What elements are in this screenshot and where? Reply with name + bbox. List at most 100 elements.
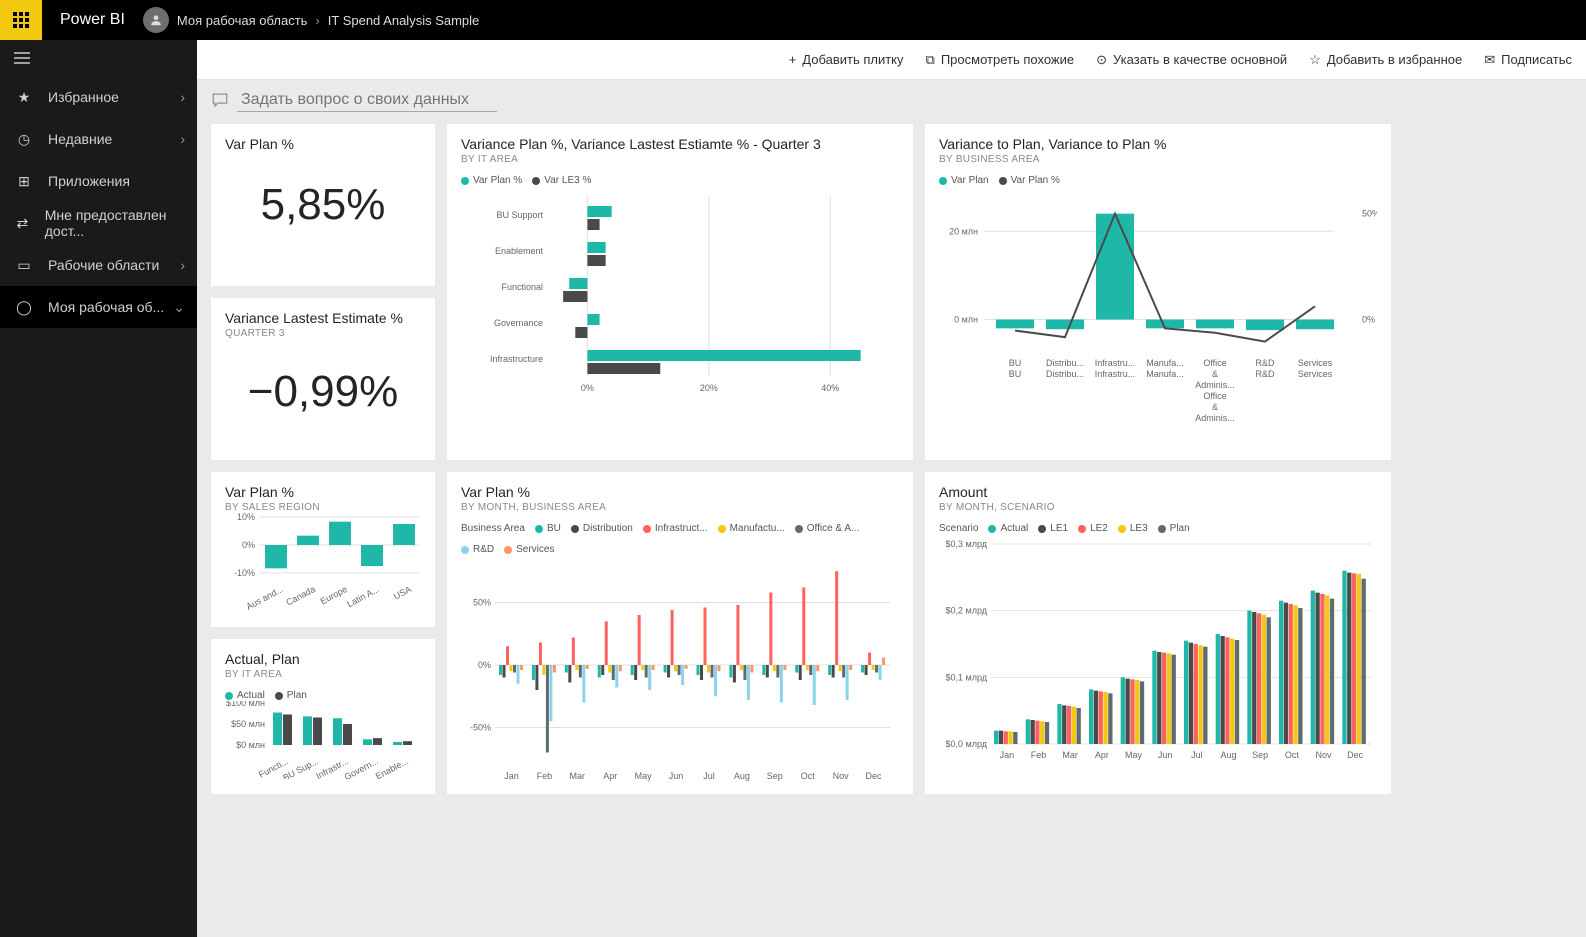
svg-text:20%: 20% [700, 383, 718, 393]
tile-left-stack: Var Plan % BY SALES REGION -10%0%10%Aus … [211, 472, 435, 794]
tile-actual-plan[interactable]: Actual, Plan BY IT AREA ActualPlan $0 мл… [211, 639, 435, 794]
nav-icon: ▭ [14, 257, 34, 274]
svg-text:USA: USA [392, 584, 413, 602]
svg-text:Jan: Jan [1000, 750, 1015, 760]
kpi-value: −0,99% [225, 367, 421, 417]
sidebar-item-5[interactable]: ◯Моя рабочая об...⌄ [0, 286, 197, 328]
svg-text:May: May [1125, 750, 1143, 760]
toolbar-Просмотреть похожие[interactable]: ⧉Просмотреть похожие [926, 52, 1075, 68]
hamburger-icon[interactable] [0, 40, 197, 76]
nav-icon: ◷ [14, 131, 34, 148]
tile-variance-hbar[interactable]: Variance Plan %, Variance Lastest Estiam… [447, 124, 913, 460]
svg-text:Europe: Europe [319, 584, 349, 606]
svg-text:$0,2 млрд: $0,2 млрд [945, 606, 987, 616]
tile-subtitle: QUARTER 3 [225, 328, 421, 339]
tile-amount[interactable]: Amount BY MONTH, SCENARIO ScenarioActual… [925, 472, 1391, 794]
tile-title: Var Plan % [225, 484, 421, 500]
tile-subtitle: BY BUSINESS AREA [939, 154, 1377, 165]
svg-text:Jul: Jul [1191, 750, 1203, 760]
app-launcher[interactable] [0, 0, 42, 40]
svg-text:Nov: Nov [1315, 750, 1332, 760]
svg-text:Office: Office [1203, 391, 1226, 401]
tile-month-biz[interactable]: Var Plan % BY MONTH, BUSINESS AREA Busin… [447, 472, 913, 794]
svg-text:Infrastructure: Infrastructure [490, 354, 543, 364]
tile-title: Variance to Plan, Variance to Plan % [939, 136, 1377, 152]
toolbar-Добавить плитку[interactable]: +Добавить плитку [789, 52, 904, 67]
toolbar-Добавить в избранное[interactable]: ☆Добавить в избранное [1309, 52, 1462, 68]
svg-text:Office: Office [1203, 358, 1226, 368]
qna-bar [197, 80, 1586, 120]
toolbar-icon: ☆ [1309, 52, 1321, 68]
svg-text:Sep: Sep [767, 771, 783, 781]
top-bar: Power BI Моя рабочая область › IT Spend … [0, 0, 1586, 40]
chevron-right-icon: › [315, 13, 319, 28]
qna-input[interactable] [237, 89, 497, 112]
svg-text:0%: 0% [1362, 315, 1375, 325]
toolbar-icon: ⊙ [1096, 52, 1107, 68]
svg-text:Feb: Feb [537, 771, 553, 781]
chart-legend: ScenarioActualLE1LE2LE3Plan [939, 523, 1377, 534]
chevron-icon: › [180, 89, 185, 105]
svg-text:Jun: Jun [669, 771, 684, 781]
nav-label: Моя рабочая об... [48, 299, 164, 315]
tile-subtitle: BY IT AREA [461, 154, 899, 165]
chart-legend: ActualPlan [225, 690, 421, 701]
brand-label: Power BI [42, 11, 143, 29]
svg-text:Manufa...: Manufa... [1146, 369, 1184, 379]
tile-variance-combo[interactable]: Variance to Plan, Variance to Plan % BY … [925, 124, 1391, 460]
svg-text:$0 млн: $0 млн [236, 740, 265, 750]
main-area: +Добавить плитку ⧉Просмотреть похожие ⊙Ука… [197, 40, 1586, 937]
sidebar-item-3[interactable]: ⇄Мне предоставлен дост... [0, 202, 197, 244]
svg-text:Mar: Mar [1062, 750, 1078, 760]
dashboard-canvas: Var Plan % 5,85% Variance Lastest Estima… [197, 120, 1586, 798]
actual-plan-chart: $0 млн$50 млн$100 млнFuncti...BU Sup...I… [225, 701, 425, 779]
nav-icon: ★ [14, 89, 34, 106]
svg-text:&: & [1212, 369, 1218, 379]
tile-region[interactable]: Var Plan % BY SALES REGION -10%0%10%Aus … [211, 472, 435, 627]
svg-text:10%: 10% [237, 513, 255, 522]
svg-text:Jul: Jul [703, 771, 715, 781]
svg-text:BU Support: BU Support [496, 210, 543, 220]
svg-text:Latin A...: Latin A... [345, 584, 381, 609]
tile-subtitle: BY MONTH, BUSINESS AREA [461, 502, 899, 513]
region-chart: -10%0%10%Aus and...CanadaEuropeLatin A..… [225, 513, 425, 613]
svg-text:$100 млн: $100 млн [226, 701, 265, 708]
sidebar-item-1[interactable]: ◷Недавние› [0, 118, 197, 160]
breadcrumb: Моя рабочая область › IT Spend Analysis … [143, 7, 479, 33]
toolbar-icon: ✉ [1484, 52, 1495, 68]
nav-label: Мне предоставлен дост... [45, 207, 183, 239]
svg-text:Nov: Nov [833, 771, 850, 781]
breadcrumb-report[interactable]: IT Spend Analysis Sample [328, 13, 480, 28]
svg-text:Functional: Functional [501, 282, 543, 292]
svg-text:20 млн: 20 млн [949, 226, 978, 236]
tile-var-le-kpi[interactable]: Variance Lastest Estimate % QUARTER 3 −0… [211, 298, 435, 460]
sidebar-item-2[interactable]: ⊞Приложения [0, 160, 197, 202]
svg-text:Distribu...: Distribu... [1046, 369, 1084, 379]
svg-text:Jan: Jan [504, 771, 519, 781]
svg-text:0%: 0% [242, 540, 255, 550]
toolbar-Подписатьс[interactable]: ✉Подписатьс [1484, 52, 1572, 68]
svg-text:0%: 0% [581, 383, 594, 393]
nav-icon: ⊞ [14, 173, 34, 190]
svg-text:&: & [1212, 402, 1218, 412]
kpi-value: 5,85% [225, 180, 421, 230]
svg-text:R&D: R&D [1255, 358, 1275, 368]
sidebar-item-4[interactable]: ▭Рабочие области› [0, 244, 197, 286]
svg-text:50%: 50% [1362, 209, 1377, 219]
chart-legend: Var PlanVar Plan % [939, 175, 1377, 186]
toolbar-Указать в качестве основной[interactable]: ⊙Указать в качестве основной [1096, 52, 1287, 68]
tile-title: Variance Plan %, Variance Lastest Estiam… [461, 136, 899, 152]
amount-chart: $0,0 млрд$0,1 млрд$0,2 млрд$0,3 млрдJanF… [939, 534, 1377, 774]
nav-label: Недавние [48, 131, 112, 147]
svg-text:Sep: Sep [1252, 750, 1268, 760]
svg-text:Oct: Oct [801, 771, 816, 781]
svg-text:Distribu...: Distribu... [1046, 358, 1084, 368]
svg-text:$0,3 млрд: $0,3 млрд [945, 539, 987, 549]
svg-text:Apr: Apr [1095, 750, 1109, 760]
svg-text:Jun: Jun [1158, 750, 1173, 760]
breadcrumb-workspace[interactable]: Моя рабочая область [177, 13, 308, 28]
sidebar-item-0[interactable]: ★Избранное› [0, 76, 197, 118]
tile-var-plan-kpi[interactable]: Var Plan % 5,85% [211, 124, 435, 286]
combo-chart: 0 млн20 млн0%50%BUBUDistribu...Distribu.… [939, 186, 1377, 426]
svg-text:Aug: Aug [734, 771, 750, 781]
